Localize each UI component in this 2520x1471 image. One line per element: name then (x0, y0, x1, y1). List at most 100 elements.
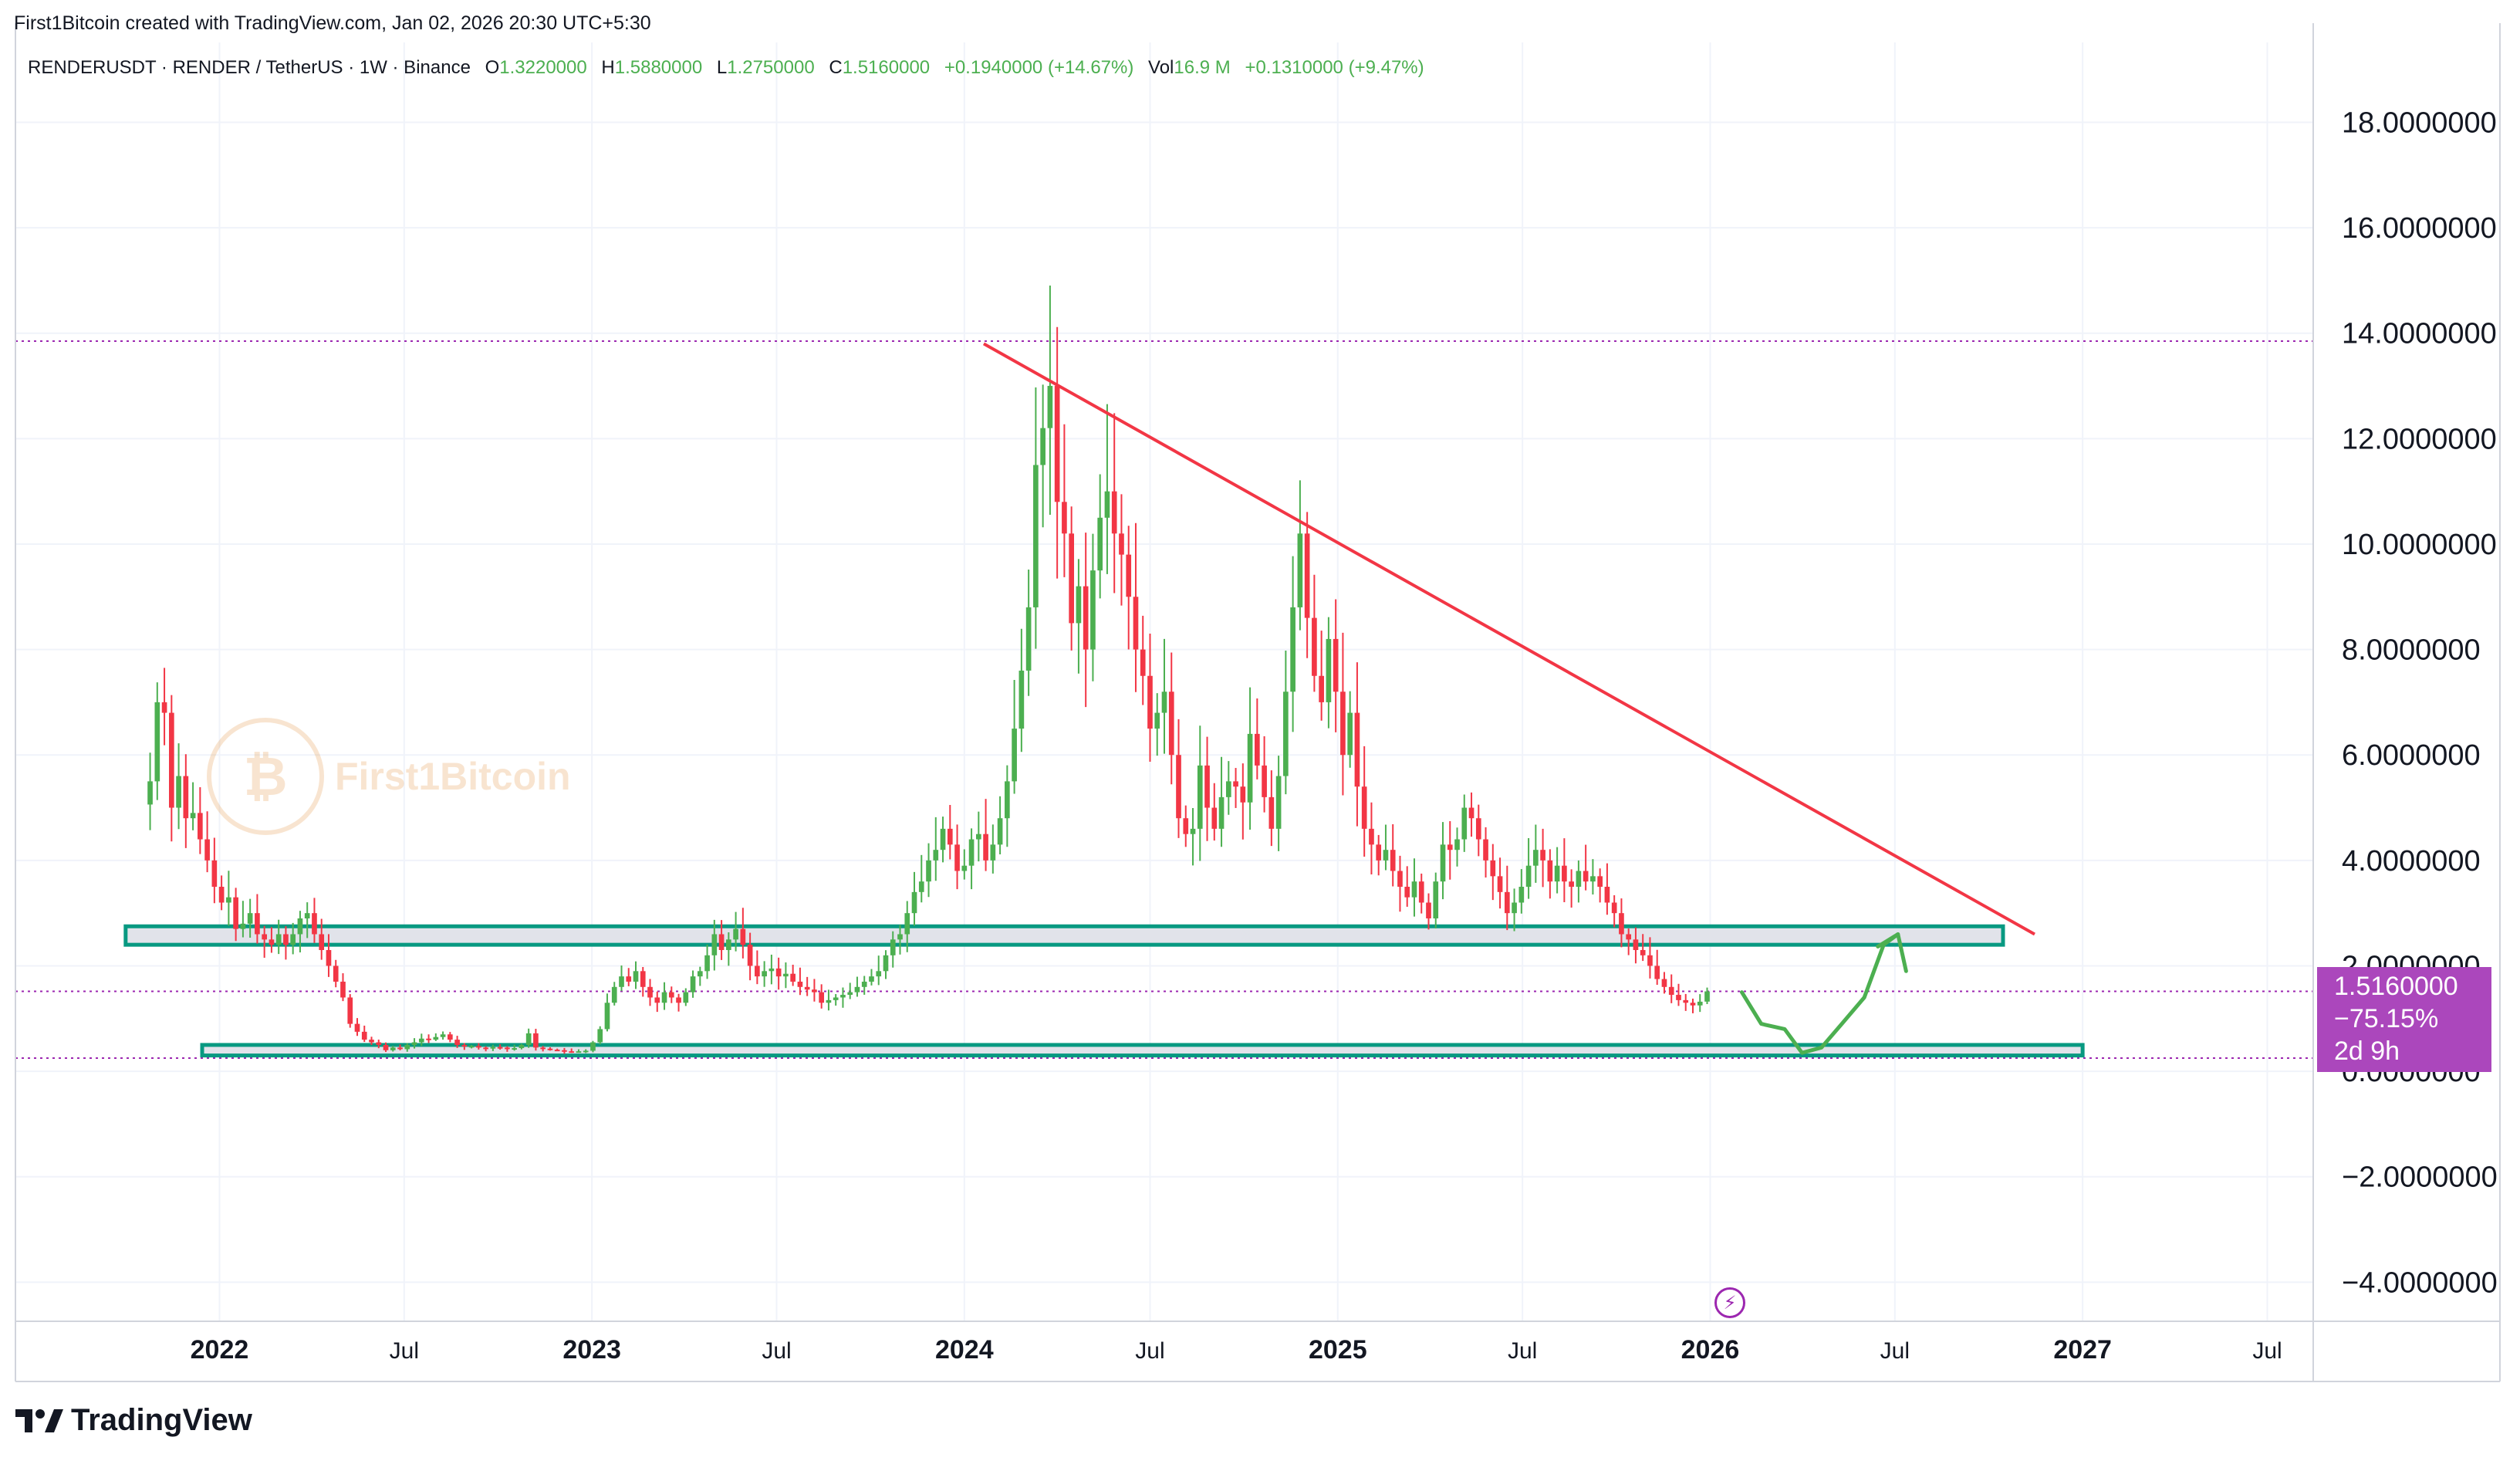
candle-body (168, 712, 174, 808)
candle-body (968, 839, 975, 866)
candle-body (554, 1050, 560, 1052)
candle-body (1283, 692, 1289, 776)
candle-body (1147, 675, 1153, 729)
candle-body (540, 1047, 546, 1050)
watermark-text: First1Bitcoin (335, 755, 571, 798)
candle-body (1076, 586, 1082, 624)
y-tick-label: 16.0000000 (2342, 212, 2497, 245)
ohlc-legend: RENDERUSDT · RENDER / TetherUS · 1W · Bi… (28, 57, 1424, 79)
candle-body (255, 913, 260, 935)
candle-body (918, 881, 924, 892)
candle-body (1497, 876, 1503, 892)
candle-body (1005, 781, 1010, 819)
candle-body (1304, 533, 1310, 618)
candle-body (876, 971, 882, 977)
lightning-icon[interactable]: ⚡ (1714, 1287, 1745, 1318)
candle-body (897, 934, 903, 940)
y-tick-label: 6.0000000 (2342, 739, 2481, 772)
tradingview-brand[interactable]: TradingView (15, 1403, 252, 1438)
candle-body (704, 955, 710, 972)
candle-body (1119, 533, 1124, 555)
brand-name: TradingView (71, 1403, 252, 1437)
open-value: 1.3220000 (499, 57, 587, 78)
price-tag-countdown: 2d 9h (2334, 1036, 2400, 1066)
candle-body (269, 939, 275, 945)
candle-body (1225, 781, 1231, 797)
descending-trendline (982, 342, 2035, 936)
x-tick-label: Jul (1135, 1338, 1164, 1364)
candle-body (904, 913, 910, 935)
candle-body (1190, 828, 1196, 834)
price-tag-price: 1.5160000 (2334, 972, 2458, 1001)
candle-body (397, 1047, 403, 1050)
candle-body (1661, 979, 1667, 987)
candle-body (1290, 607, 1295, 692)
y-tick-label: −4.0000000 (2342, 1266, 2498, 1299)
candle-body (1697, 1001, 1703, 1006)
candle-body (1090, 570, 1096, 650)
high-label: H (601, 57, 615, 78)
candle-body (790, 973, 796, 982)
watermark: ₿ First1Bitcoin (207, 718, 571, 835)
candle-body (512, 1048, 517, 1050)
candle-body (1047, 386, 1053, 428)
candle-body (290, 934, 296, 945)
candle-body (997, 818, 1003, 845)
candle-body (1626, 934, 1632, 940)
candle-body (204, 839, 210, 861)
candle-body (1326, 638, 1332, 702)
x-tick-label: Jul (1880, 1338, 1910, 1364)
candle-body (497, 1047, 503, 1049)
candle-body (1525, 865, 1532, 888)
candle-body (1033, 465, 1039, 607)
x-tick-label: Jul (1508, 1338, 1537, 1364)
candle-body (1233, 781, 1238, 787)
candle-body (1397, 871, 1403, 888)
candle-body (1197, 765, 1203, 829)
watermark-coin-icon: ₿ (207, 718, 324, 835)
candle-body (483, 1047, 488, 1050)
candle-body (233, 897, 238, 929)
candle-body (525, 1033, 532, 1045)
candle-body (1504, 891, 1510, 914)
candle-body (275, 934, 282, 945)
x-tick-label: 2023 (562, 1335, 621, 1364)
candle-body (911, 891, 917, 914)
candle-body (1297, 533, 1303, 607)
candle-body (1040, 428, 1045, 465)
candle-body (626, 976, 632, 982)
candle-body (1083, 586, 1089, 650)
low-label: L (716, 57, 728, 78)
symbol-label[interactable]: RENDERUSDT · RENDER / TetherUS · 1W · Bi… (28, 57, 471, 78)
candle-body (1340, 692, 1346, 756)
candle-body (1540, 850, 1545, 861)
candle-body (1333, 638, 1339, 692)
candle-body (1690, 1003, 1696, 1006)
candle-body (861, 981, 867, 987)
candle-body (448, 1034, 453, 1040)
candle-body (1418, 881, 1424, 903)
candle-body (404, 1044, 410, 1050)
candle-body (369, 1040, 374, 1043)
candle-body (468, 1046, 475, 1048)
x-tick-label: 2027 (2053, 1335, 2112, 1364)
candle-body (1104, 491, 1110, 518)
candle-body (690, 976, 696, 993)
candle-body (283, 934, 289, 945)
candle-body (426, 1038, 431, 1040)
candle-body (1218, 796, 1225, 829)
candle-body (1683, 999, 1689, 1003)
candle-body (262, 934, 267, 940)
vol-change-value: +0.1310000 (+9.47%) (1245, 57, 1424, 78)
candle-body (597, 1029, 603, 1043)
candle-body (1583, 871, 1589, 882)
projection-arrowhead (1876, 932, 1908, 973)
candle-body (718, 934, 725, 950)
candle-body (1383, 850, 1389, 861)
lower-support-zone (200, 1043, 2085, 1058)
candle-body (768, 968, 775, 972)
candle-body (1140, 649, 1146, 676)
candle-body (883, 955, 889, 972)
candle-body (569, 1051, 575, 1053)
